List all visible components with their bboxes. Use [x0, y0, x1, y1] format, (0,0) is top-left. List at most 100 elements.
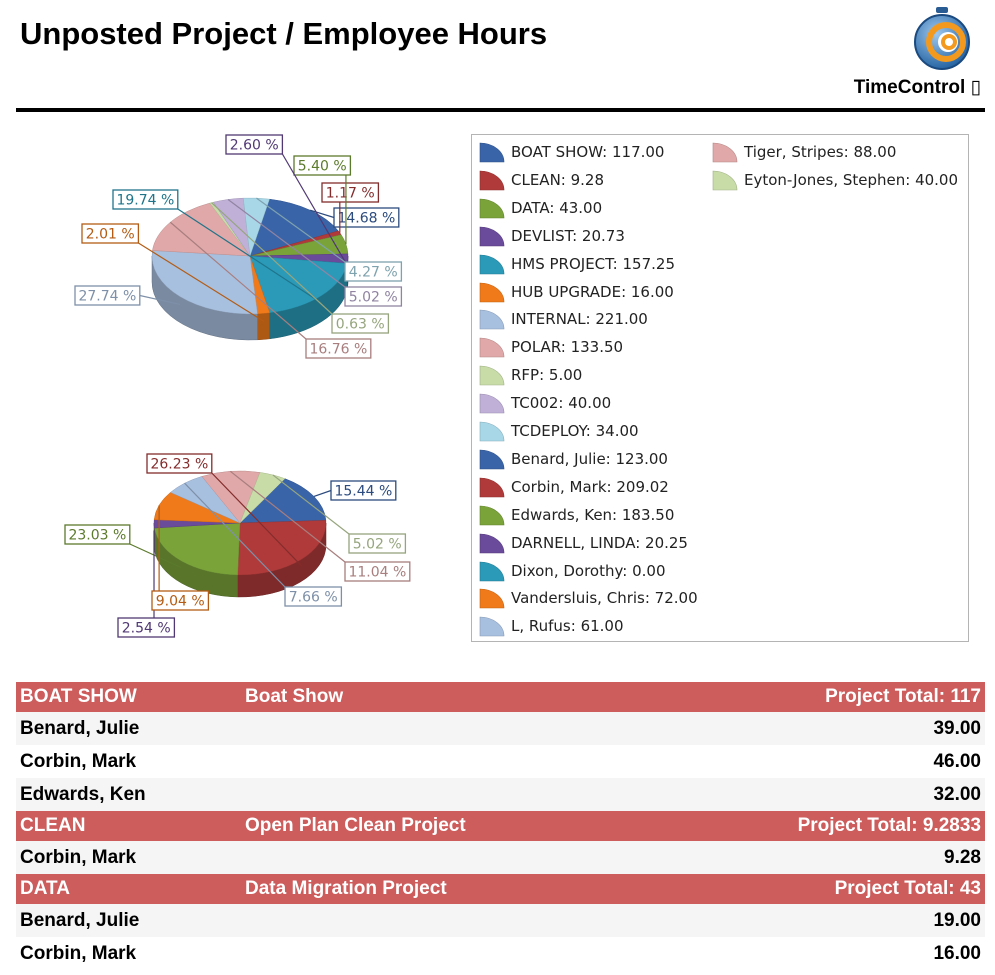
legend-label: POLAR: 133.50 [511, 338, 624, 357]
project-pie-leader-5 [138, 242, 264, 322]
legend-label: Edwards, Ken: 183.50 [511, 505, 675, 524]
employee-name: Corbin, Mark [20, 750, 137, 772]
project-code: BOAT SHOW [20, 686, 137, 707]
project-pie-label-6: 27.74 % [78, 289, 136, 305]
legend-label: BOAT SHOW: 117.00 [511, 143, 665, 161]
project-pie-leader-10 [256, 197, 346, 263]
project-pie-label-8: 0.63 % [336, 317, 385, 333]
employee-pie-label-box-0 [330, 480, 397, 501]
legend-swatch-icon [479, 561, 505, 581]
employee-hours: 32.00 [933, 783, 981, 805]
legend-label: DEVLIST: 20.73 [511, 226, 625, 245]
legend-label: Vandersluis, Chris: 72.00 [511, 589, 698, 608]
project-pie-side-5 [257, 312, 271, 341]
page-title: Unposted Project / Employee Hours [20, 16, 548, 51]
employee-row: Benard, Julie 19.00 [16, 904, 985, 937]
project-pie-chart: 14.68 % 1.17 % 5.40 % 2.60 % 19.74 % 2.01 % 27… [74, 134, 403, 359]
project-description: Boat Show [245, 686, 344, 707]
employee-name: Corbin, Mark [20, 942, 137, 964]
project-pie-label-0: 14.68 % [337, 211, 395, 227]
employee-pie-label-box-7 [344, 561, 411, 582]
employee-pie-label-box-5 [151, 590, 210, 611]
employee-pie-label-box-2 [64, 524, 131, 545]
employee-pie-label-box-1 [146, 453, 213, 474]
legend-label: DARNELL, LINDA: 20.25 [511, 533, 688, 552]
legend-swatch-icon [479, 337, 505, 358]
employee-row: Corbin, Mark 16.00 [16, 937, 985, 970]
project-pie-leader-8 [211, 202, 333, 315]
project-pie-label-10: 4.27 % [349, 265, 398, 281]
employee-pie-labels: 15.44 % 26.23 % 23.03 % 2.54 % 9.04 % 7.66 % 1… [64, 453, 411, 638]
project-header-row: BOAT SHOW Boat Show Project Total: 117 [16, 682, 985, 712]
employee-pie-label-box-6 [284, 586, 343, 607]
project-total: Project Total: 9.2833 [797, 815, 981, 836]
legend-label: Corbin, Mark: 209.02 [511, 477, 669, 496]
employee-hours: 19.00 [933, 909, 981, 931]
legend-swatch-icon [479, 421, 505, 442]
employee-name: Corbin, Mark [20, 846, 137, 868]
legend-swatch-icon [479, 198, 505, 219]
legend-label: RFP: 5.00 [511, 366, 583, 385]
project-pie-label-box-1 [321, 182, 380, 203]
legend-swatch-icon [479, 142, 505, 163]
legend-label: Dixon, Dorothy: 0.00 [511, 561, 666, 580]
employee-pie-label-0: 15.44 % [334, 484, 392, 500]
legend-label: HMS PROJECT: 157.25 [511, 254, 675, 273]
project-pie-leader-4 [177, 208, 323, 304]
project-pie-label-box-2 [293, 155, 352, 176]
project-pie-label-box-5 [81, 223, 140, 244]
employee-row: Corbin, Mark 46.00 [16, 745, 985, 778]
legend-swatch-icon [479, 477, 505, 498]
project-code: CLEAN [20, 815, 86, 836]
legend-swatch-icon [479, 365, 505, 386]
brand-label: TimeControl ▯ [853, 77, 981, 98]
timecontrol-logo-icon [914, 7, 970, 70]
project-header-row: CLEAN Open Plan Clean Project Project Tota… [16, 811, 985, 841]
project-pie-labels: 14.68 % 1.17 % 5.40 % 2.60 % 19.74 % 2.01 % 27… [74, 134, 403, 359]
legend-swatch-icon [479, 533, 505, 553]
header-divider [16, 108, 985, 112]
legend-swatch-icon [479, 449, 505, 470]
project-pie-label-box-8 [331, 313, 390, 334]
employee-pie-slice-8 [239, 472, 286, 524]
project-pie-leader-3 [281, 153, 349, 267]
employee-pie-slice-2 [154, 522, 241, 576]
project-description: Data Migration Project [245, 878, 447, 899]
project-pie-leader-7 [169, 221, 307, 340]
project-pie-label-box-10 [344, 261, 403, 282]
employee-row: Corbin, Mark 9.28 [16, 841, 985, 874]
employee-pie-label-6: 7.66 % [289, 590, 338, 606]
legend-label: L, Rufus: 61.00 [511, 617, 624, 636]
project-pie-label-box-6 [74, 285, 141, 306]
legend-swatch-icon [479, 226, 505, 246]
employee-pie-leader-0 [313, 489, 332, 498]
legend-label: TCDEPLOY: 34.00 [511, 422, 639, 440]
employee-pie-chart: 15.44 % 26.23 % 23.03 % 2.54 % 9.04 % 7.66 % 1… [64, 453, 411, 638]
employee-pie-label-5: 9.04 % [156, 594, 205, 610]
chart-legend: BOAT SHOW: 117.00 CLEAN: 9.28 DATA: 43.00 D… [471, 134, 969, 642]
project-pie-leader-6 [139, 294, 181, 306]
legend-label: Tiger, Stripes: 88.00 [744, 143, 897, 161]
employee-pie-leader-1 [211, 472, 302, 567]
project-pie-label-box-4 [112, 189, 179, 210]
employee-pie-label-box-3 [117, 617, 176, 638]
employee-pie-leader-8 [272, 474, 350, 535]
legend-label: Eyton-Jones, Stephen: 40.00 [744, 170, 959, 189]
employee-pie-leader-7 [229, 470, 346, 563]
legend-swatch-icon [479, 505, 505, 525]
project-pie-label-box-3 [225, 134, 284, 155]
project-pie-label-box-7 [305, 338, 372, 359]
project-pie-label-1: 1.17 % [326, 186, 375, 202]
project-pie-label-box-9 [344, 286, 403, 307]
legend-swatch-icon [479, 170, 505, 191]
employee-hours: 46.00 [933, 750, 981, 772]
legend-label: HUB UPGRADE: 16.00 [511, 282, 674, 301]
employee-pie-slice-0 [239, 478, 327, 524]
employee-pie-label-box-8 [348, 533, 407, 554]
employee-row: Benard, Julie 39.00 [16, 712, 985, 745]
employee-pie-slices [153, 470, 327, 576]
project-pie-label-4: 19.74 % [116, 193, 174, 209]
employee-name: Benard, Julie [20, 909, 140, 931]
project-header-row: DATA Data Migration Project Project Total:… [16, 874, 985, 904]
legend-label: Benard, Julie: 123.00 [511, 449, 668, 468]
